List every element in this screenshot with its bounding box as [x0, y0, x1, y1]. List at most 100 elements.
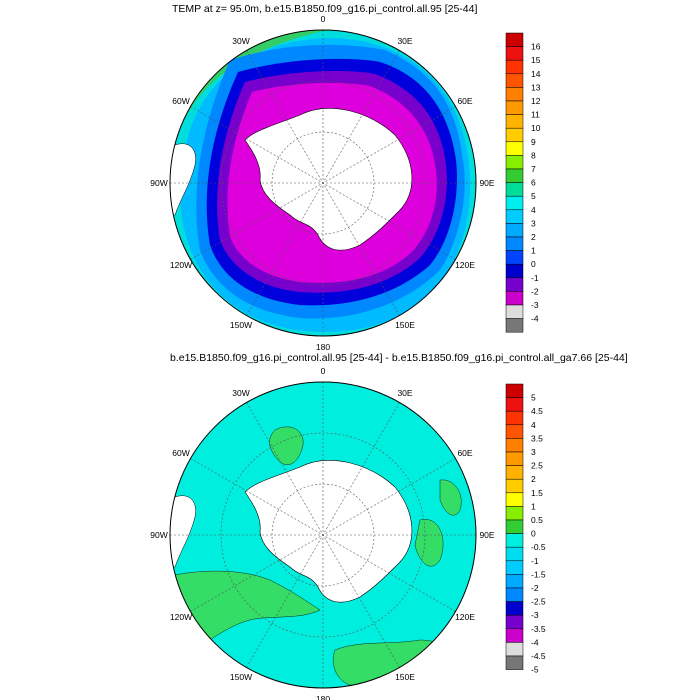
colorbar-swatch: [505, 574, 524, 589]
colorbar-swatch: [505, 59, 524, 75]
colorbar-swatch: [505, 424, 524, 439]
lon-label: 90W: [150, 530, 167, 540]
colorbar-label: 9: [531, 137, 536, 147]
colorbar-label: 5: [531, 393, 536, 403]
panel2-south-america: [170, 495, 196, 568]
panel2-positive-patch: [332, 639, 447, 686]
colorbar-label: 8: [531, 150, 536, 160]
colorbar-swatch: [505, 236, 524, 251]
lon-label: 0: [321, 366, 326, 376]
panel1-title: TEMP at z= 95.0m, b.e15.B1850.f09_g16.pi…: [172, 3, 478, 15]
panel1-south-america: [170, 143, 196, 216]
colorbar-swatch: [505, 642, 524, 657]
colorbar-label: 15: [531, 55, 541, 65]
colorbar-swatch: [505, 546, 524, 562]
colorbar-label: -2.5: [531, 597, 546, 607]
colorbar-swatch: [505, 438, 524, 453]
colorbar-label: 4: [531, 420, 536, 430]
colorbar-swatch: [505, 250, 524, 265]
lon-label: 90E: [479, 178, 494, 188]
lon-label: 60W: [172, 448, 189, 458]
colorbar-label: 10: [531, 123, 541, 133]
colorbar-label: 2: [531, 232, 536, 242]
panel1-graticule: [170, 30, 476, 336]
panel2-map-border: [169, 381, 477, 689]
colorbar-label: -0.5: [531, 542, 546, 552]
lon-label: 90E: [479, 530, 494, 540]
colorbar-swatch: [505, 141, 524, 156]
colorbar-label: 1: [531, 501, 536, 511]
colorbar-swatch: [505, 263, 524, 279]
panel2-positive-patch: [414, 519, 444, 567]
colorbar-swatch: [505, 209, 524, 224]
colorbar-swatch: [505, 506, 524, 521]
colorbar-label: 0: [531, 529, 536, 539]
colorbar-swatch: [505, 73, 524, 88]
colorbar-swatch: [505, 601, 524, 616]
colorbar-swatch: [505, 628, 524, 643]
colorbar-swatch: [505, 519, 524, 534]
colorbar-swatch: [505, 100, 524, 115]
lon-label: 120E: [455, 612, 475, 622]
colorbar-label: 12: [531, 96, 541, 106]
colorbar-label: 3.5: [531, 433, 543, 443]
colorbar-label: 0: [531, 259, 536, 269]
colorbar-swatch: [505, 655, 524, 670]
colorbar-swatch: [505, 383, 524, 398]
panel1-polar-map: [170, 30, 476, 336]
colorbar-label: 7: [531, 164, 536, 174]
lon-label: 150W: [230, 320, 252, 330]
colorbar-label: 5: [531, 191, 536, 201]
panel2-positive-patch: [439, 479, 462, 516]
colorbar-label: -3: [531, 300, 539, 310]
colorbar-swatch: [505, 195, 524, 211]
colorbar-swatch: [505, 223, 524, 238]
colorbar-swatch: [505, 87, 524, 102]
colorbar-label: -3.5: [531, 624, 546, 634]
colorbar-label: 2: [531, 474, 536, 484]
colorbar-swatch: [505, 614, 524, 630]
colorbar-swatch: [505, 492, 524, 507]
lon-label: 30W: [232, 36, 249, 46]
panel1-map-border: [169, 29, 477, 337]
colorbar-swatch: [505, 155, 524, 170]
colorbar-swatch: [505, 587, 524, 602]
panel2-polar-map: [170, 382, 476, 688]
lon-label: 150E: [395, 320, 415, 330]
colorbar-swatch: [505, 127, 524, 143]
colorbar-swatch: [505, 465, 524, 480]
colorbar-label: -3: [531, 610, 539, 620]
colorbar-label: -2: [531, 583, 539, 593]
panel2-title: b.e15.B1850.f09_g16.pi_control.all.95 [2…: [170, 352, 628, 364]
colorbar-label: 1: [531, 246, 536, 256]
colorbar-label: 1.5: [531, 488, 543, 498]
colorbar-label: -1: [531, 273, 539, 283]
lon-label: 30W: [232, 388, 249, 398]
colorbar-label: -4: [531, 637, 539, 647]
colorbar-label: 3: [531, 447, 536, 457]
lon-label: 120W: [170, 260, 192, 270]
colorbar-swatch: [505, 451, 524, 466]
colorbar-label: 11: [531, 110, 540, 120]
colorbar-swatch: [505, 533, 524, 548]
colorbar-label: -1.5: [531, 569, 546, 579]
panel2-colorbar: 5 4.5 4 3.5 3 2.5 2 1.5 1 0.5 0 -0.5 -1 -1.5 -2 -2.5 -3 -…: [505, 383, 546, 675]
lon-label: 60W: [172, 96, 189, 106]
lon-label: 30E: [397, 36, 412, 46]
colorbar-swatch: [505, 32, 524, 47]
colorbar-label: 6: [531, 178, 536, 188]
colorbar-swatch: [505, 168, 524, 183]
panel2-graticule: [170, 382, 476, 688]
colorbar-swatch: [505, 397, 524, 412]
colorbar-label: -1: [531, 556, 539, 566]
colorbar-swatch: [505, 318, 524, 333]
colorbar-swatch: [505, 304, 524, 319]
colorbar-swatch: [505, 46, 524, 61]
lon-label: 150E: [395, 672, 415, 682]
colorbar-label: -4: [531, 314, 539, 324]
lon-label: 180: [316, 342, 330, 352]
colorbar-swatch: [505, 410, 524, 426]
colorbar-label: 16: [531, 42, 541, 52]
lon-label: 90W: [150, 178, 167, 188]
